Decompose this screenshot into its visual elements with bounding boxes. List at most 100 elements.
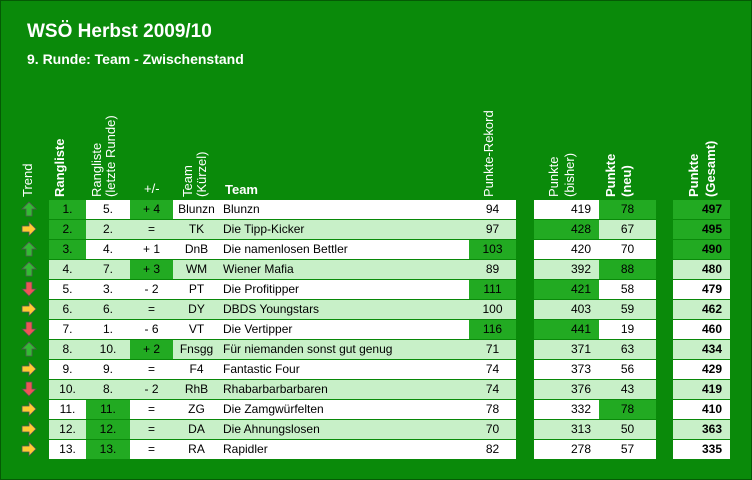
cell-gesamt: 462 — [673, 300, 730, 319]
cell-rekord: 82 — [469, 440, 516, 459]
cell-rank: 12. — [49, 420, 86, 439]
cell-gesamt: 335 — [673, 440, 730, 459]
trend-right-arrow-icon — [21, 421, 37, 437]
cell-gesamt: 495 — [673, 220, 730, 239]
cell-bisher: 313 — [534, 420, 599, 439]
header-bisher: Punkte — [546, 156, 561, 197]
cell-rank: 1. — [49, 200, 86, 219]
cell-team: Die Tipp-Kicker — [220, 220, 469, 239]
cell-pm: + 4 — [130, 200, 173, 219]
cell-last: 11. — [86, 400, 130, 419]
cell-rekord: 74 — [469, 380, 516, 399]
cell-bisher: 332 — [534, 400, 599, 419]
header-bisher-sub: (bisher) — [562, 152, 577, 197]
cell-rank: 3. — [49, 240, 86, 259]
cell-neu: 59 — [599, 300, 656, 319]
page-subtitle: 9. Runde: Team - Zwischenstand — [27, 51, 244, 67]
header-trend: Trend — [20, 163, 35, 197]
cell-abbr: ZG — [173, 400, 220, 419]
cell-rekord: 103 — [469, 240, 516, 259]
cell-bisher: 403 — [534, 300, 599, 319]
cell-rank: 10. — [49, 380, 86, 399]
trend-up-arrow-icon — [21, 201, 37, 217]
cell-rank: 11. — [49, 400, 86, 419]
cell-neu: 88 — [599, 260, 656, 279]
header-rangliste-letzte-sub: (letzte Runde) — [103, 115, 118, 197]
trend-right-arrow-icon — [21, 401, 37, 417]
trend-right-arrow-icon — [21, 441, 37, 457]
cell-bisher: 420 — [534, 240, 599, 259]
cell-team: Die Profitipper — [220, 280, 469, 299]
cell-abbr: TK — [173, 220, 220, 239]
cell-pm: - 2 — [130, 280, 173, 299]
cell-pm: - 6 — [130, 320, 173, 339]
cell-gesamt: 479 — [673, 280, 730, 299]
cell-last: 12. — [86, 420, 130, 439]
cell-rekord: 70 — [469, 420, 516, 439]
cell-neu: 70 — [599, 240, 656, 259]
cell-pm: = — [130, 360, 173, 379]
cell-rank: 7. — [49, 320, 86, 339]
cell-bisher: 278 — [534, 440, 599, 459]
header-gesamt-sub: (Gesamt) — [703, 140, 718, 197]
cell-neu: 67 — [599, 220, 656, 239]
cell-rank: 2. — [49, 220, 86, 239]
cell-rank: 8. — [49, 340, 86, 359]
header-plusminus: +/- — [144, 181, 160, 196]
cell-last: 9. — [86, 360, 130, 379]
cell-abbr: WM — [173, 260, 220, 279]
cell-abbr: DA — [173, 420, 220, 439]
trend-down-arrow-icon — [21, 381, 37, 397]
cell-bisher: 376 — [534, 380, 599, 399]
cell-rank: 9. — [49, 360, 86, 379]
trend-right-arrow-icon — [21, 361, 37, 377]
cell-pm: = — [130, 440, 173, 459]
header-rangliste-letzte: Rangliste — [89, 142, 104, 197]
cell-team: Rhabarbarbarbaren — [220, 380, 469, 399]
cell-last: 13. — [86, 440, 130, 459]
cell-rekord: 74 — [469, 360, 516, 379]
trend-up-arrow-icon — [21, 341, 37, 357]
trend-up-arrow-icon — [21, 261, 37, 277]
cell-abbr: PT — [173, 280, 220, 299]
header-team-kuerzel-sub: (Kürzel) — [194, 151, 209, 197]
cell-rekord: 94 — [469, 200, 516, 219]
cell-last: 2. — [86, 220, 130, 239]
cell-abbr: VT — [173, 320, 220, 339]
trend-right-arrow-icon — [21, 221, 37, 237]
cell-bisher: 373 — [534, 360, 599, 379]
header-rekord: Punkte-Rekord — [481, 110, 496, 197]
cell-rekord: 89 — [469, 260, 516, 279]
cell-pm: + 2 — [130, 340, 173, 359]
cell-bisher: 419 — [534, 200, 599, 219]
cell-team: Fantastic Four — [220, 360, 469, 379]
cell-rekord: 100 — [469, 300, 516, 319]
cell-abbr: Blunzn — [173, 200, 220, 219]
cell-team: Wiener Mafia — [220, 260, 469, 279]
cell-pm: - 2 — [130, 380, 173, 399]
trend-up-arrow-icon — [21, 241, 37, 257]
cell-abbr: DY — [173, 300, 220, 319]
cell-neu: 58 — [599, 280, 656, 299]
cell-gesamt: 410 — [673, 400, 730, 419]
cell-team: Die Ahnungslosen — [220, 420, 469, 439]
header-neu-sub: (neu) — [619, 165, 634, 197]
cell-bisher: 421 — [534, 280, 599, 299]
cell-neu: 43 — [599, 380, 656, 399]
trend-right-arrow-icon — [21, 301, 37, 317]
cell-bisher: 428 — [534, 220, 599, 239]
cell-gesamt: 434 — [673, 340, 730, 359]
cell-neu: 19 — [599, 320, 656, 339]
cell-last: 8. — [86, 380, 130, 399]
trend-down-arrow-icon — [21, 321, 37, 337]
cell-rekord: 78 — [469, 400, 516, 419]
cell-bisher: 392 — [534, 260, 599, 279]
page-title: WSÖ Herbst 2009/10 — [27, 21, 212, 42]
cell-neu: 56 — [599, 360, 656, 379]
cell-rekord: 71 — [469, 340, 516, 359]
cell-abbr: Fnsgg — [173, 340, 220, 359]
cell-rekord: 116 — [469, 320, 516, 339]
cell-pm: + 3 — [130, 260, 173, 279]
cell-team: Die Zamgwürfelten — [220, 400, 469, 419]
